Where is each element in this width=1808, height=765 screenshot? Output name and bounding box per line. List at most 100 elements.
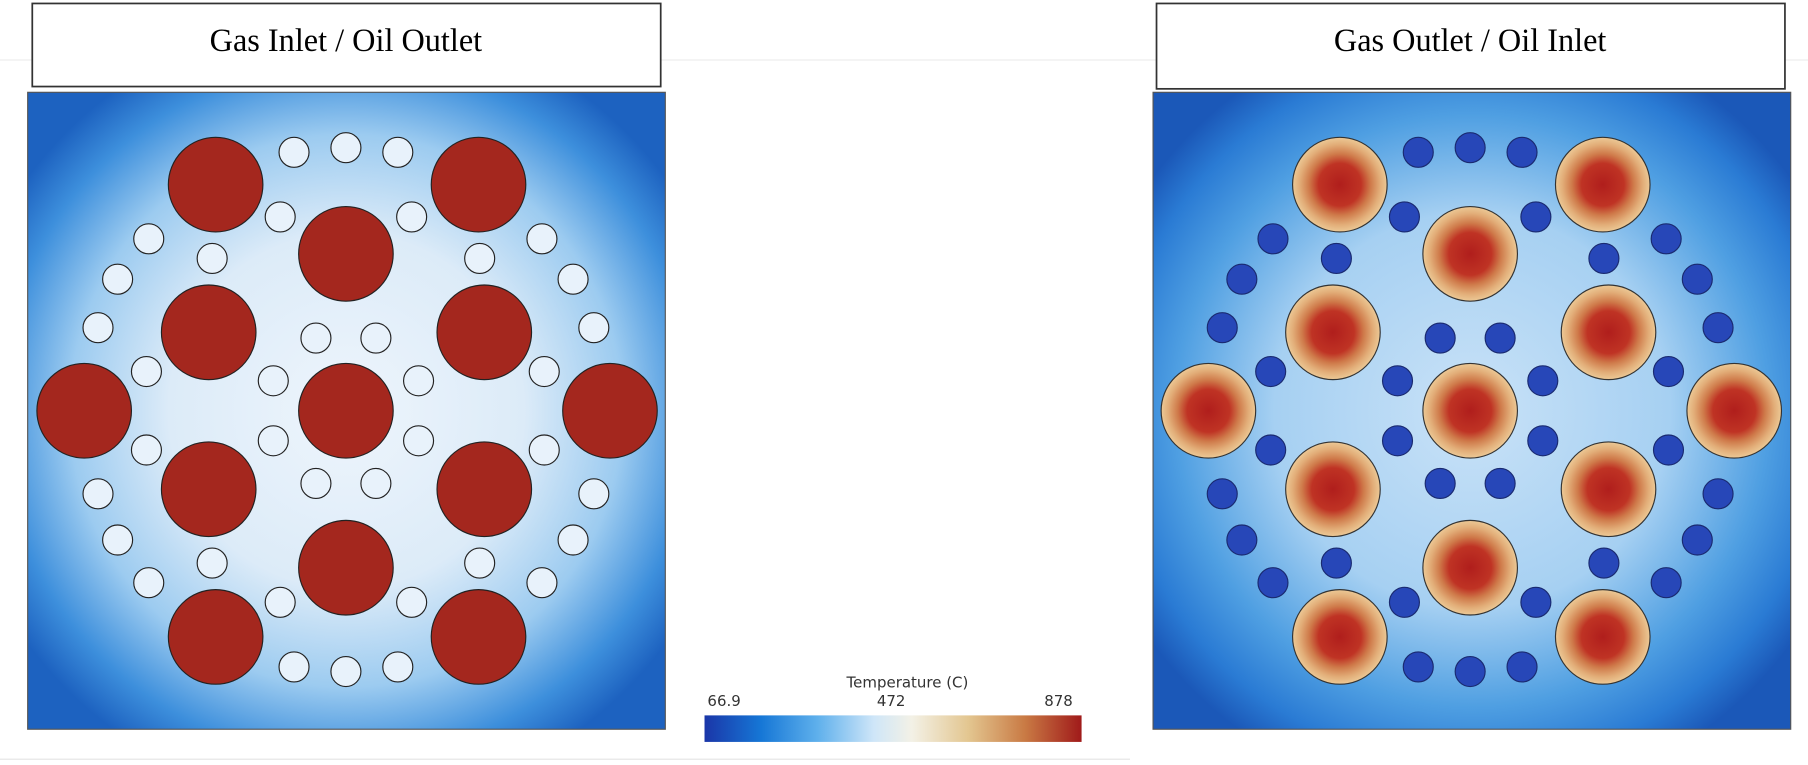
small-tube [1226, 524, 1258, 556]
small-tube [1588, 242, 1620, 275]
small-tube [102, 524, 134, 556]
small-tube [382, 136, 414, 168]
colorbar-gradient [704, 715, 1082, 742]
small-tube [300, 322, 332, 354]
small-tube [330, 655, 362, 688]
small-tube [528, 355, 560, 388]
small-tube [1520, 201, 1552, 233]
panel-title: Gas Inlet / Oil Outlet [210, 22, 482, 58]
large-tube [1686, 362, 1783, 459]
small-tube [1702, 312, 1734, 344]
small-tube [1454, 655, 1486, 688]
large-tube [430, 589, 527, 685]
small-tube [526, 223, 558, 255]
small-tube [396, 586, 428, 618]
small-tube [1388, 201, 1420, 233]
small-tube [1206, 478, 1238, 510]
colorbar-title: Temperature (C) [846, 674, 969, 692]
small-tube [360, 467, 392, 500]
small-tube [1381, 365, 1414, 397]
large-tube [167, 589, 264, 685]
small-tube [1506, 136, 1538, 168]
title-box [1155, 2, 1786, 90]
small-tube [133, 567, 165, 599]
colorbar: Temperature (C) 66.9 472 878 [704, 674, 1082, 742]
small-tube [278, 136, 310, 168]
large-tube [1292, 136, 1388, 233]
small-tube [130, 355, 163, 388]
small-tube [1484, 467, 1516, 500]
small-tube [1206, 312, 1238, 344]
small-tube [1320, 547, 1352, 579]
large-tube [160, 284, 257, 381]
small-tube [257, 425, 289, 457]
title-box [31, 2, 662, 88]
large-tube [562, 362, 658, 459]
small-tube [464, 242, 496, 275]
small-tube [1652, 434, 1685, 466]
small-tube [1402, 651, 1434, 683]
small-tube [1527, 365, 1559, 397]
small-tube [1257, 567, 1289, 599]
small-tube [1484, 322, 1516, 354]
large-tube [430, 136, 527, 233]
small-tube [578, 312, 610, 344]
large-tube [1422, 362, 1519, 459]
small-tube [102, 263, 134, 295]
small-tube [330, 132, 362, 164]
large-tube [1422, 205, 1519, 302]
plot-right [1152, 91, 1792, 730]
large-tube [36, 362, 133, 459]
colorbar-tick-label: 878 [1044, 692, 1073, 710]
large-tube [1554, 589, 1651, 685]
small-tube [1402, 136, 1434, 168]
small-tube [528, 434, 560, 466]
small-tube [130, 434, 163, 466]
small-tube [402, 365, 435, 397]
large-tube [1422, 519, 1519, 616]
large-tube [436, 284, 533, 381]
small-tube [257, 365, 289, 397]
small-tube [360, 322, 392, 354]
small-tube [133, 223, 165, 255]
small-tube [1681, 263, 1713, 295]
large-tube [160, 441, 257, 538]
small-tube [82, 478, 114, 510]
small-tube [278, 651, 310, 683]
small-tube [196, 242, 228, 275]
large-tube [1285, 441, 1381, 538]
large-tube [298, 519, 394, 616]
large-tube [1285, 284, 1381, 381]
large-tube [298, 362, 394, 459]
small-tube [578, 478, 610, 510]
small-tube [557, 263, 589, 295]
large-tube [1160, 362, 1257, 459]
small-tube [1520, 586, 1552, 618]
small-tube [264, 201, 296, 233]
large-tube [298, 205, 394, 302]
large-tube [436, 441, 533, 538]
colorbar-tick-label: 66.9 [707, 692, 740, 710]
large-tube [1554, 136, 1651, 233]
small-tube [1702, 478, 1734, 510]
small-tube [1506, 651, 1538, 683]
small-tube [1388, 586, 1420, 618]
small-tube [402, 425, 435, 457]
small-tube [1255, 355, 1287, 388]
small-tube [300, 467, 332, 500]
small-tube [396, 201, 428, 233]
large-tube [1560, 284, 1657, 381]
small-tube [1650, 223, 1682, 255]
small-tube [1381, 425, 1414, 457]
colorbar-tick-label: 472 [877, 692, 906, 710]
large-tube [1292, 589, 1388, 685]
small-tube [264, 586, 296, 618]
plot-left [27, 91, 666, 730]
small-tube [196, 547, 228, 579]
small-tube [1588, 547, 1620, 579]
small-tube [1652, 355, 1685, 388]
small-tube [1681, 524, 1713, 556]
large-tube [1560, 441, 1657, 538]
